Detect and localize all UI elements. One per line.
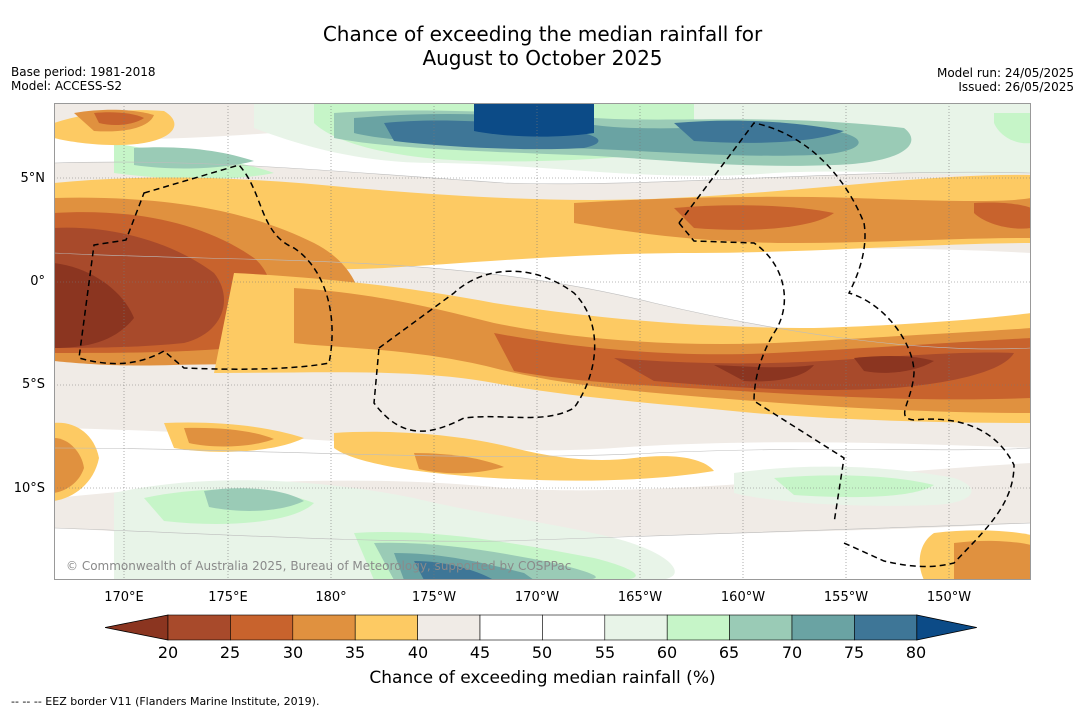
colorbar-tick: 55 — [594, 643, 616, 662]
map-title: Chance of exceeding the median rainfall … — [0, 22, 1085, 70]
rainfall-map — [54, 103, 1031, 580]
title-line-1: Chance of exceeding the median rainfall … — [322, 22, 763, 46]
map-frame — [54, 103, 1031, 580]
graticule — [54, 103, 1031, 580]
issued-date: Issued: 26/05/2025 — [958, 80, 1074, 94]
lat-label-5n: 5°N — [20, 171, 46, 186]
colorbar-tick: 80 — [905, 643, 927, 662]
lon-label-175w: 175°W — [411, 590, 457, 605]
band-20-40 — [54, 109, 1031, 580]
band-60-65 — [114, 103, 1031, 179]
eez-borders — [78, 122, 1015, 568]
lat-label-10s: 10°S — [13, 481, 45, 496]
lon-label-180: 180° — [315, 590, 347, 605]
lon-label-165w: 165°W — [617, 590, 663, 605]
colorbar-swatch — [729, 614, 793, 641]
colorbar — [104, 612, 980, 648]
colorbar-swatch — [791, 614, 855, 641]
colorbar-tick: 65 — [718, 643, 740, 662]
colorbar-swatch — [854, 614, 918, 641]
band-south-green — [114, 466, 972, 580]
lon-label-170e: 170°E — [104, 590, 144, 605]
colorbar-tick: 70 — [781, 643, 803, 662]
copyright-notice: © Commonwealth of Australia 2025, Bureau… — [66, 559, 572, 573]
colorbar-svg — [104, 614, 977, 641]
colorbar-swatch — [542, 614, 606, 641]
colorbar-label: Chance of exceeding median rainfall (%) — [369, 668, 716, 688]
colorbar-swatch — [666, 614, 730, 641]
rainfall-map-svg — [54, 103, 1031, 580]
colorbar-tick: 35 — [344, 643, 366, 662]
lon-label-170w: 170°W — [514, 590, 560, 605]
meta-left: Base period: 1981-2018 Model: ACCESS-S2 — [11, 65, 156, 93]
model-name: Model: ACCESS-S2 — [11, 79, 123, 93]
lon-label-155w: 155°W — [823, 590, 869, 605]
eez-legend-note: -- -- -- EEZ border V11 (Flanders Marine… — [11, 695, 320, 708]
colorbar-tick: 60 — [656, 643, 678, 662]
title-line-2: August to October 2025 — [422, 46, 663, 70]
colorbar-tick: 40 — [407, 643, 429, 662]
lon-label-175e: 175°E — [208, 590, 248, 605]
colorbar-swatch — [417, 614, 481, 641]
colorbar-tick: 25 — [219, 643, 241, 662]
colorbar-extend-low — [104, 614, 169, 641]
lon-label-160w: 160°W — [720, 590, 766, 605]
colorbar-tick: 75 — [843, 643, 865, 662]
model-run: Model run: 24/05/2025 — [936, 66, 1074, 80]
base-period: Base period: 1981-2018 — [11, 65, 156, 79]
contour-lines — [54, 161, 1031, 542]
lat-label-0: 0° — [30, 274, 45, 289]
colorbar-swatch — [479, 614, 543, 641]
colorbar-swatch — [604, 614, 668, 641]
colorbar-swatch — [292, 614, 356, 641]
colorbar-tick: 45 — [469, 643, 491, 662]
colorbar-swatch — [230, 614, 294, 641]
meta-right: Model run: 24/05/2025 Issued: 26/05/2025 — [937, 66, 1074, 94]
colorbar-tick: 50 — [531, 643, 553, 662]
colorbar-tick: 20 — [157, 643, 179, 662]
colorbar-swatch — [167, 614, 231, 641]
colorbar-swatch — [354, 614, 418, 641]
colorbar-extend-high — [916, 614, 977, 641]
colorbar-tick: 30 — [282, 643, 304, 662]
lon-label-150w: 150°W — [926, 590, 972, 605]
lat-label-5s: 5°S — [21, 377, 45, 392]
